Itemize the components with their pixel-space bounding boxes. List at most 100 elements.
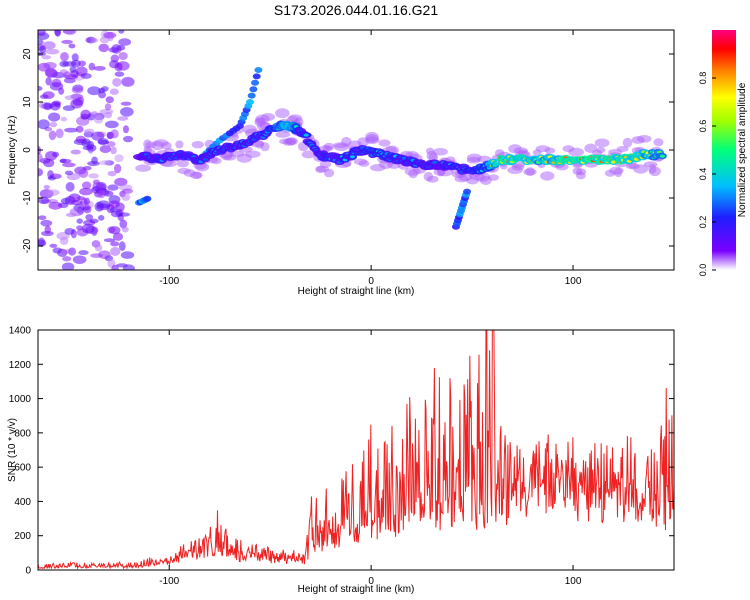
noise-blob <box>45 48 60 55</box>
colorbar-tick-label: 0.0 <box>698 264 708 277</box>
noise-blob <box>120 106 134 117</box>
halo-blob <box>596 146 606 154</box>
y-tick-label: 600 <box>14 463 31 474</box>
halo-blob <box>175 140 184 149</box>
noise-blob <box>80 113 89 120</box>
halo-blob <box>525 167 535 176</box>
noise-blob <box>44 67 57 78</box>
noise-blob <box>38 239 47 247</box>
noise-blob <box>70 98 83 109</box>
colorbar-tick-label: 0.2 <box>698 216 708 229</box>
noise-blob <box>110 246 121 257</box>
noise-blob <box>58 87 65 95</box>
halo-blob <box>562 145 575 153</box>
trace-core <box>303 133 309 137</box>
noise-blob <box>82 206 90 211</box>
branch-blob <box>143 195 152 202</box>
halo-blob <box>288 114 303 122</box>
halo-blob <box>183 169 196 177</box>
noise-blob <box>81 223 95 234</box>
noise-blob <box>103 31 117 39</box>
halo-blob <box>604 169 616 177</box>
noise-blob <box>118 30 125 34</box>
snr-xlabel: Height of straight line (km) <box>298 584 415 595</box>
noise-blob <box>96 203 111 211</box>
branch-blob <box>247 92 256 99</box>
noise-blob <box>62 256 72 262</box>
noise-blob <box>105 96 114 104</box>
noise-blob <box>38 39 44 45</box>
noise-blob <box>120 101 132 106</box>
noise-blob <box>38 119 50 130</box>
y-tick-label: 20 <box>22 48 33 60</box>
noise-blob <box>78 168 89 178</box>
noise-blob <box>48 201 63 210</box>
noise-blob <box>114 154 124 163</box>
halo-blob <box>323 168 335 178</box>
noise-blob <box>65 212 77 217</box>
halo-blob <box>653 138 664 147</box>
y-tick-label: 0 <box>25 566 31 577</box>
noise-blob <box>123 135 134 143</box>
noise-blob <box>62 162 76 168</box>
noise-blob <box>109 207 117 213</box>
noise-blob <box>122 264 135 270</box>
x-tick-label: -100 <box>159 276 179 287</box>
noise-blob <box>40 219 53 227</box>
noise-blob <box>87 161 100 167</box>
noise-blob <box>47 176 56 181</box>
noise-blob <box>75 125 84 133</box>
halo-blob <box>236 153 252 163</box>
colorbar-gradient <box>712 30 736 270</box>
noise-blob <box>90 110 99 120</box>
halo-blob <box>633 164 649 174</box>
noise-blob <box>92 182 104 190</box>
branch-blob <box>463 188 472 195</box>
noise-blob <box>97 189 106 199</box>
noise-blob <box>43 62 57 70</box>
noise-blob <box>120 251 135 259</box>
halo-blob <box>479 176 492 185</box>
y-tick-label: 1400 <box>9 326 32 337</box>
halo-blob <box>176 159 189 168</box>
noise-blob <box>97 214 105 221</box>
noise-blob <box>93 65 106 71</box>
trace-core <box>432 160 438 164</box>
trace-core <box>610 160 616 164</box>
noise-blob <box>112 232 124 241</box>
noise-blob <box>107 184 119 191</box>
noise-blob <box>91 131 105 141</box>
y-tick-label: 800 <box>14 428 31 439</box>
noise-blob <box>54 30 61 37</box>
noise-blob <box>45 150 58 161</box>
x-tick-label: 0 <box>368 576 374 587</box>
x-tick-label: -100 <box>159 576 179 587</box>
noise-blob <box>69 66 77 73</box>
halo-blob <box>275 131 291 138</box>
noise-blob <box>99 108 114 115</box>
noise-blob <box>114 71 125 77</box>
noise-blob <box>108 226 121 235</box>
halo-blob <box>584 143 598 154</box>
halo-blob <box>284 137 299 146</box>
noise-blob <box>71 53 79 62</box>
halo-blob <box>145 141 157 149</box>
halo-blob <box>211 157 222 165</box>
noise-blob <box>47 189 60 196</box>
noise-blob <box>103 238 116 243</box>
noise-blob <box>52 247 63 254</box>
halo-blob <box>358 160 370 167</box>
y-tick-label: 1200 <box>9 360 32 371</box>
noise-blob <box>90 253 103 258</box>
noise-blob <box>106 141 116 148</box>
noise-blob <box>98 43 110 53</box>
noise-blob <box>113 163 122 174</box>
halo-blob <box>341 136 352 147</box>
trace-core <box>349 155 355 159</box>
noise-blob <box>108 200 120 208</box>
halo-blob <box>153 139 169 147</box>
halo-blob <box>275 108 290 119</box>
noise-blob <box>118 212 131 217</box>
noise-blob <box>98 91 107 99</box>
noise-blob <box>114 177 128 187</box>
